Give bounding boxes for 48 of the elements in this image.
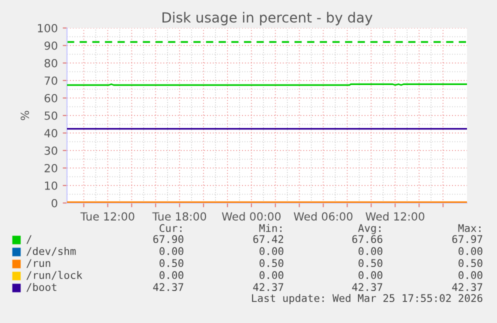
x-tick-label: Tue 18:00 (152, 212, 206, 221)
text: 0.50 (260, 259, 284, 268)
text: 0.00 (358, 271, 382, 280)
text: 67.66 (352, 235, 382, 244)
text: Avg: (358, 224, 380, 234)
legend-label: /dev/shm (26, 246, 76, 256)
text: 0.50 (458, 259, 482, 268)
text: 42.37 (352, 283, 382, 292)
text: Last update: Wed Mar 25 17:55:02 2026 (252, 294, 482, 304)
chart-title: Disk usage in percent - by day (162, 12, 372, 26)
y-tick-label: 10 (45, 181, 58, 190)
y-tick-label: 80 (44, 58, 58, 68)
y-tick-label: 60 (44, 94, 58, 102)
text: 42.37 (452, 283, 482, 292)
text: Max: (458, 224, 480, 232)
text: 42.37 (153, 283, 184, 292)
text: 0.00 (358, 247, 382, 256)
y-tick-label: 30 (44, 146, 58, 155)
text: 67.90 (153, 235, 184, 244)
text: 0.50 (160, 259, 184, 268)
text: 0.00 (458, 271, 482, 280)
y-tick-label: 50 (44, 111, 58, 120)
text: 0.00 (160, 271, 184, 280)
x-tick-label: Wed 06:00 (294, 212, 352, 221)
x-tick-label: Wed 00:00 (222, 212, 281, 221)
y-tick-label: 100 (38, 24, 58, 32)
x-tick-label: Tue 12:00 (80, 212, 134, 221)
legend-label: /run (26, 259, 50, 268)
text: Cur: (160, 224, 182, 232)
x-tick-label: Wed 12:00 (366, 212, 424, 221)
text: 0.00 (260, 247, 284, 256)
text: 0.00 (260, 271, 284, 280)
text: 42.37 (253, 283, 284, 292)
y-axis-title: % (20, 110, 30, 120)
text: 0.00 (458, 247, 482, 256)
legend-label: / (26, 235, 32, 244)
y-tick-label: 0 (52, 198, 58, 208)
y-tick-label: 40 (44, 128, 58, 138)
text: 0.50 (358, 259, 382, 268)
text: 67.97 (452, 235, 482, 244)
legend-label: /boot (26, 282, 56, 292)
y-tick-label: 70 (44, 76, 58, 85)
text: 67.42 (253, 235, 284, 244)
text: Min: (259, 224, 282, 232)
legend-label: /run/lock (26, 270, 82, 280)
y-tick-label: 20 (44, 164, 58, 172)
y-tick-label: 90 (44, 41, 58, 50)
text: 0.00 (160, 247, 184, 256)
